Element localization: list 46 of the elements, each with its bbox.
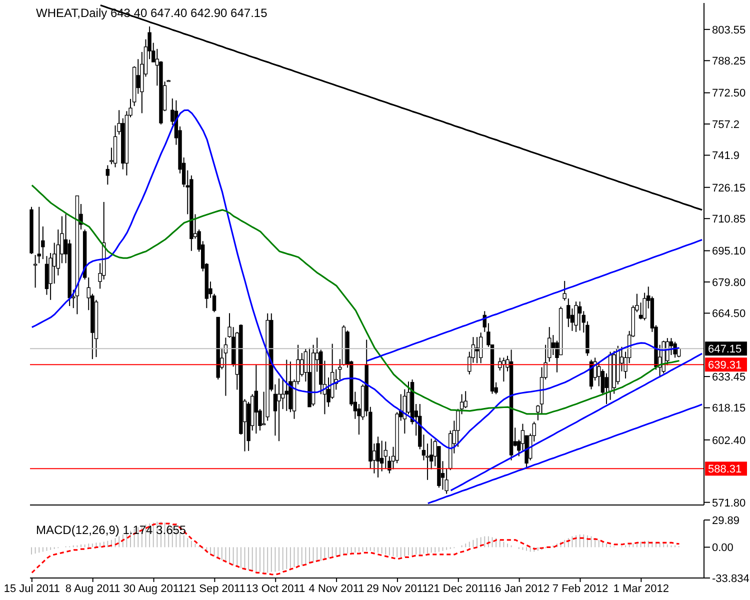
y-tick-label: 757.2 bbox=[712, 118, 740, 131]
ref-line-label: 639.31 bbox=[708, 360, 742, 372]
y-tick-label: 618.15 bbox=[712, 402, 746, 415]
y-tick-label: 788.25 bbox=[712, 56, 746, 68]
candlestick bbox=[551, 334, 556, 356]
x-tick-label: 29 Nov 2011 bbox=[366, 582, 428, 595]
y-tick-label: 726.15 bbox=[712, 182, 746, 194]
x-tick-label: 1 Mar 2012 bbox=[613, 582, 669, 595]
line-series bbox=[366, 238, 703, 362]
y-tick-label: 0.00 bbox=[712, 542, 734, 554]
y-tick-label: 772.50 bbox=[712, 88, 746, 100]
candlestick bbox=[574, 301, 578, 332]
candlestick bbox=[277, 378, 281, 442]
y-tick-label: 571.80 bbox=[712, 497, 746, 510]
candlestick bbox=[478, 332, 483, 364]
x-tick-label: 16 Jan 2012 bbox=[489, 582, 550, 595]
x-tick-label: 21 Dec 2011 bbox=[428, 582, 490, 595]
candlestick bbox=[376, 436, 380, 478]
line-series bbox=[31, 522, 680, 576]
ref-line-label: 647.15 bbox=[708, 344, 742, 356]
y-tick-label: 633.45 bbox=[712, 371, 746, 384]
y-tick-label: 741.9 bbox=[712, 150, 740, 162]
candlestick bbox=[106, 164, 110, 186]
y-tick-label: 803.55 bbox=[712, 24, 746, 36]
x-tick-label: 13 Oct 2011 bbox=[246, 582, 306, 595]
candlestick bbox=[284, 359, 288, 412]
y-tick-label: 29.89 bbox=[712, 514, 740, 527]
y-tick-label: 695.10 bbox=[712, 246, 746, 258]
x-tick-label: 8 Aug 2011 bbox=[65, 582, 120, 595]
x-tick-label: 21 Sep 2011 bbox=[184, 582, 246, 595]
x-tick-label: 15 Jul 2011 bbox=[4, 582, 60, 595]
ref-line-label: 588.31 bbox=[708, 464, 742, 476]
line-series bbox=[427, 404, 703, 504]
x-tick-label: 30 Aug 2011 bbox=[123, 582, 184, 595]
y-tick-label: 679.80 bbox=[712, 276, 746, 289]
x-tick-label: 4 Nov 2011 bbox=[308, 582, 364, 595]
y-tick-label: 602.40 bbox=[712, 434, 746, 447]
candlestick bbox=[638, 302, 643, 320]
x-tick-label: 7 Feb 2012 bbox=[552, 582, 608, 595]
candlestick bbox=[254, 364, 258, 434]
line-series bbox=[450, 352, 703, 492]
y-tick-label: 710.85 bbox=[712, 214, 746, 226]
line-series bbox=[31, 109, 680, 450]
y-tick-label: -33.834 bbox=[712, 572, 750, 585]
candlestick bbox=[578, 301, 582, 332]
y-tick-label: 664.50 bbox=[712, 308, 746, 320]
